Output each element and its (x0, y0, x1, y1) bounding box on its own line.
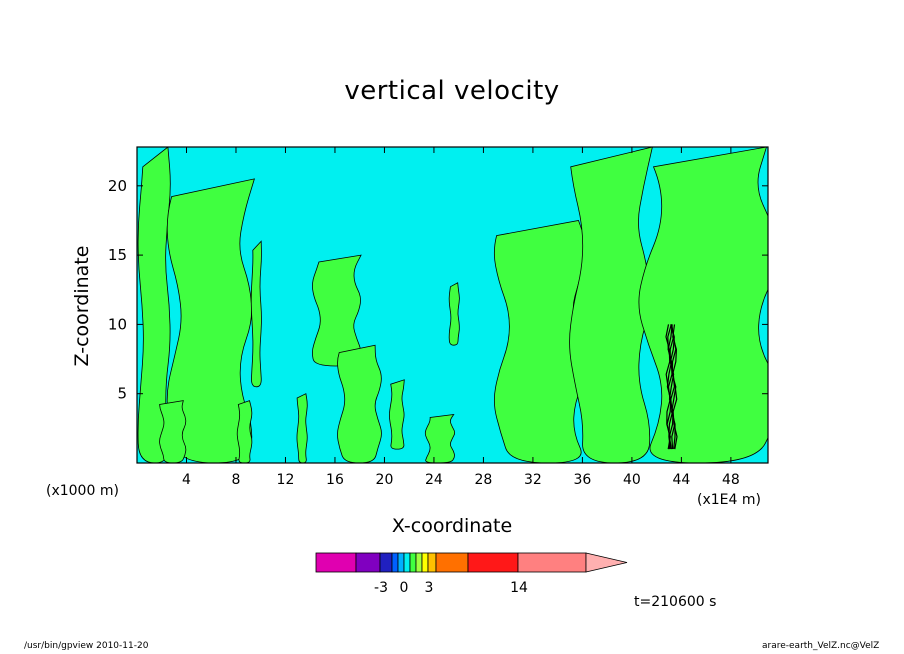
colorbar-segment (435, 552, 469, 573)
colorbar-segment (421, 552, 429, 573)
contour-fill-group (137, 147, 768, 463)
chart-title: vertical velocity (344, 76, 560, 106)
contour-region-positive (389, 379, 405, 450)
strong-updraft-contour-line (668, 324, 675, 450)
x-axis-unit-left: (x1000 m) (46, 483, 119, 499)
x-axis-label: X-coordinate (391, 515, 513, 537)
x-tick-label: 20 (376, 472, 394, 488)
y-tick-label: 20 (108, 177, 127, 195)
colorbar-segment (391, 552, 399, 573)
x-tick-label: 12 (277, 472, 295, 488)
y-tick-label: 15 (108, 246, 127, 264)
colorbar-tick-label: -3 (374, 580, 388, 596)
colorbar-tick-label: 3 (425, 580, 434, 596)
x-axis-unit-right: (x1E4 m) (697, 492, 761, 508)
contour-region-positive (296, 393, 308, 463)
strong-updraft-contour-line (666, 324, 673, 450)
contour-region-positive (493, 220, 588, 463)
contour-region-positive (159, 400, 187, 463)
contour-region-positive (569, 147, 653, 463)
colorbar-segment (379, 552, 393, 573)
contour-region-positive (424, 413, 456, 463)
contour-region-positive (250, 240, 262, 388)
colorbar-segment (403, 552, 411, 573)
x-tick-label: 24 (425, 472, 443, 488)
colorbar-segment (315, 552, 357, 573)
time-label: t=210600 s (634, 594, 717, 610)
x-tick-label: 16 (326, 472, 344, 488)
contour-region-positive (337, 344, 382, 463)
contour-region-positive (236, 400, 253, 463)
plot-frame (136, 146, 769, 464)
x-tick-label: 40 (623, 472, 641, 488)
x-tick-label: 4 (182, 472, 191, 488)
colorbar-segment (427, 552, 437, 573)
x-tick-label: 28 (475, 472, 493, 488)
y-ticks: 5 10 15 20 (108, 177, 768, 403)
colorbar-segment (415, 552, 423, 573)
colorbar-extension-arrow (585, 552, 628, 573)
colorbar-segment (409, 552, 417, 573)
strong-updraft-contour-line (667, 324, 674, 450)
colorbar-segment (355, 552, 381, 573)
contour-region-positive (448, 282, 460, 346)
colorbar-segment (397, 552, 405, 573)
strong-updraft-contour-line (669, 324, 676, 450)
x-tick-label: 32 (524, 472, 542, 488)
colorbar-segment (467, 552, 519, 573)
colorbar-tick-label: 0 (400, 580, 409, 596)
strong-updraft-contours (665, 324, 678, 450)
x-tick-label: 36 (573, 472, 591, 488)
colorbar: -3 0 3 14 (315, 552, 628, 596)
y-tick-label: 10 (108, 315, 127, 333)
footer-program-date: /usr/bin/gpview 2010-11-20 (24, 641, 149, 651)
y-tick-label: 5 (117, 385, 127, 403)
x-tick-label: 8 (232, 472, 241, 488)
footer-source-file: arare-earth_VelZ.nc@VelZ (762, 641, 880, 651)
x-tick-label: 48 (722, 472, 740, 488)
x-ticks: 4 8 12 16 20 24 28 32 36 40 44 48 (182, 147, 740, 488)
colorbar-tick-label: 14 (510, 580, 528, 596)
strong-updraft-contour-line (671, 324, 678, 450)
colorbar-segment (517, 552, 587, 573)
x-tick-label: 44 (672, 472, 690, 488)
